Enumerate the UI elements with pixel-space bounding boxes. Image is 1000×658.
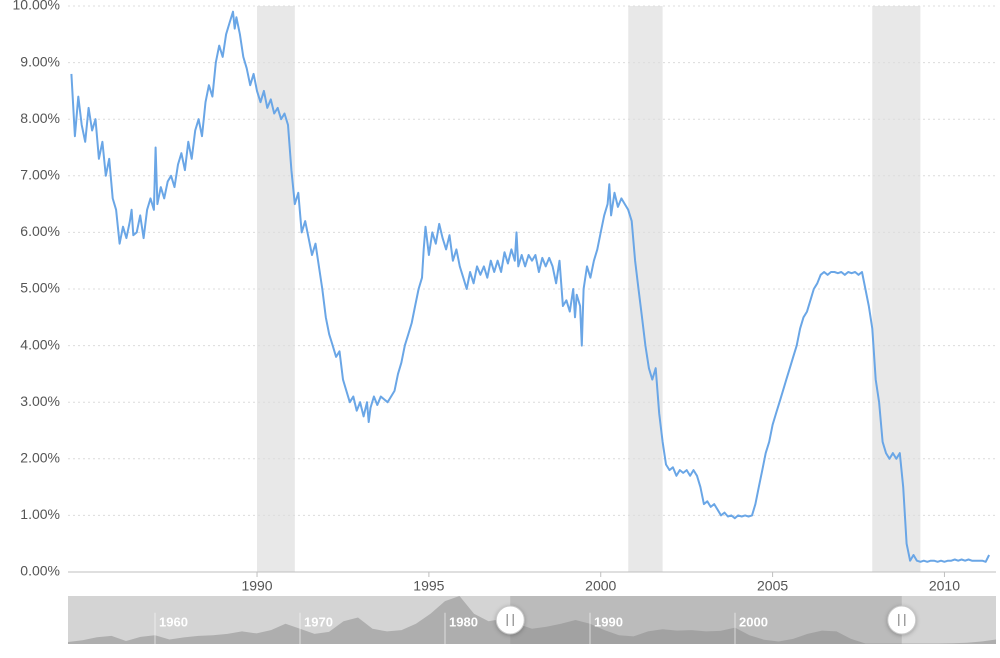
y-tick-label: 2.00%: [20, 450, 60, 466]
rate-chart: 0.00% 1.00% 2.00% 3.00% 4.00% 5.00% 6.00% 7.00%…: [0, 0, 1000, 658]
x-tick-label: 2000: [585, 577, 616, 593]
y-tick-label: 6.00%: [20, 223, 60, 239]
rate-line: [71, 12, 989, 562]
y-tick-label: 5.00%: [20, 280, 60, 296]
scrubber-tick-label: 2000: [739, 614, 768, 629]
time-range-scrubber[interactable]: 1960 1970 1980 1990 2000: [68, 596, 996, 644]
y-tick-label: 10.00%: [13, 0, 60, 13]
scrubber-handle-left[interactable]: [496, 606, 524, 634]
y-tick-label: 9.00%: [20, 53, 60, 69]
scrubber-tick-label: 1970: [304, 614, 333, 629]
x-tick-label: 2010: [929, 577, 960, 593]
scrubber-tick-label: 1960: [159, 614, 188, 629]
x-tick-label: 1990: [241, 577, 272, 593]
y-tick-label: 0.00%: [20, 563, 60, 579]
scrubber-tick-label: 1980: [449, 614, 478, 629]
scrubber-tick-label: 1990: [594, 614, 623, 629]
y-tick-label: 7.00%: [20, 167, 60, 183]
scrubber-handle-right[interactable]: [888, 606, 916, 634]
x-tick-label: 2005: [757, 577, 788, 593]
y-tick-label: 3.00%: [20, 393, 60, 409]
y-tick-label: 8.00%: [20, 110, 60, 126]
x-tick-label: 1995: [413, 577, 444, 593]
y-tick-label: 4.00%: [20, 336, 60, 352]
y-tick-label: 1.00%: [20, 506, 60, 522]
scrubber-selection[interactable]: [510, 596, 902, 644]
